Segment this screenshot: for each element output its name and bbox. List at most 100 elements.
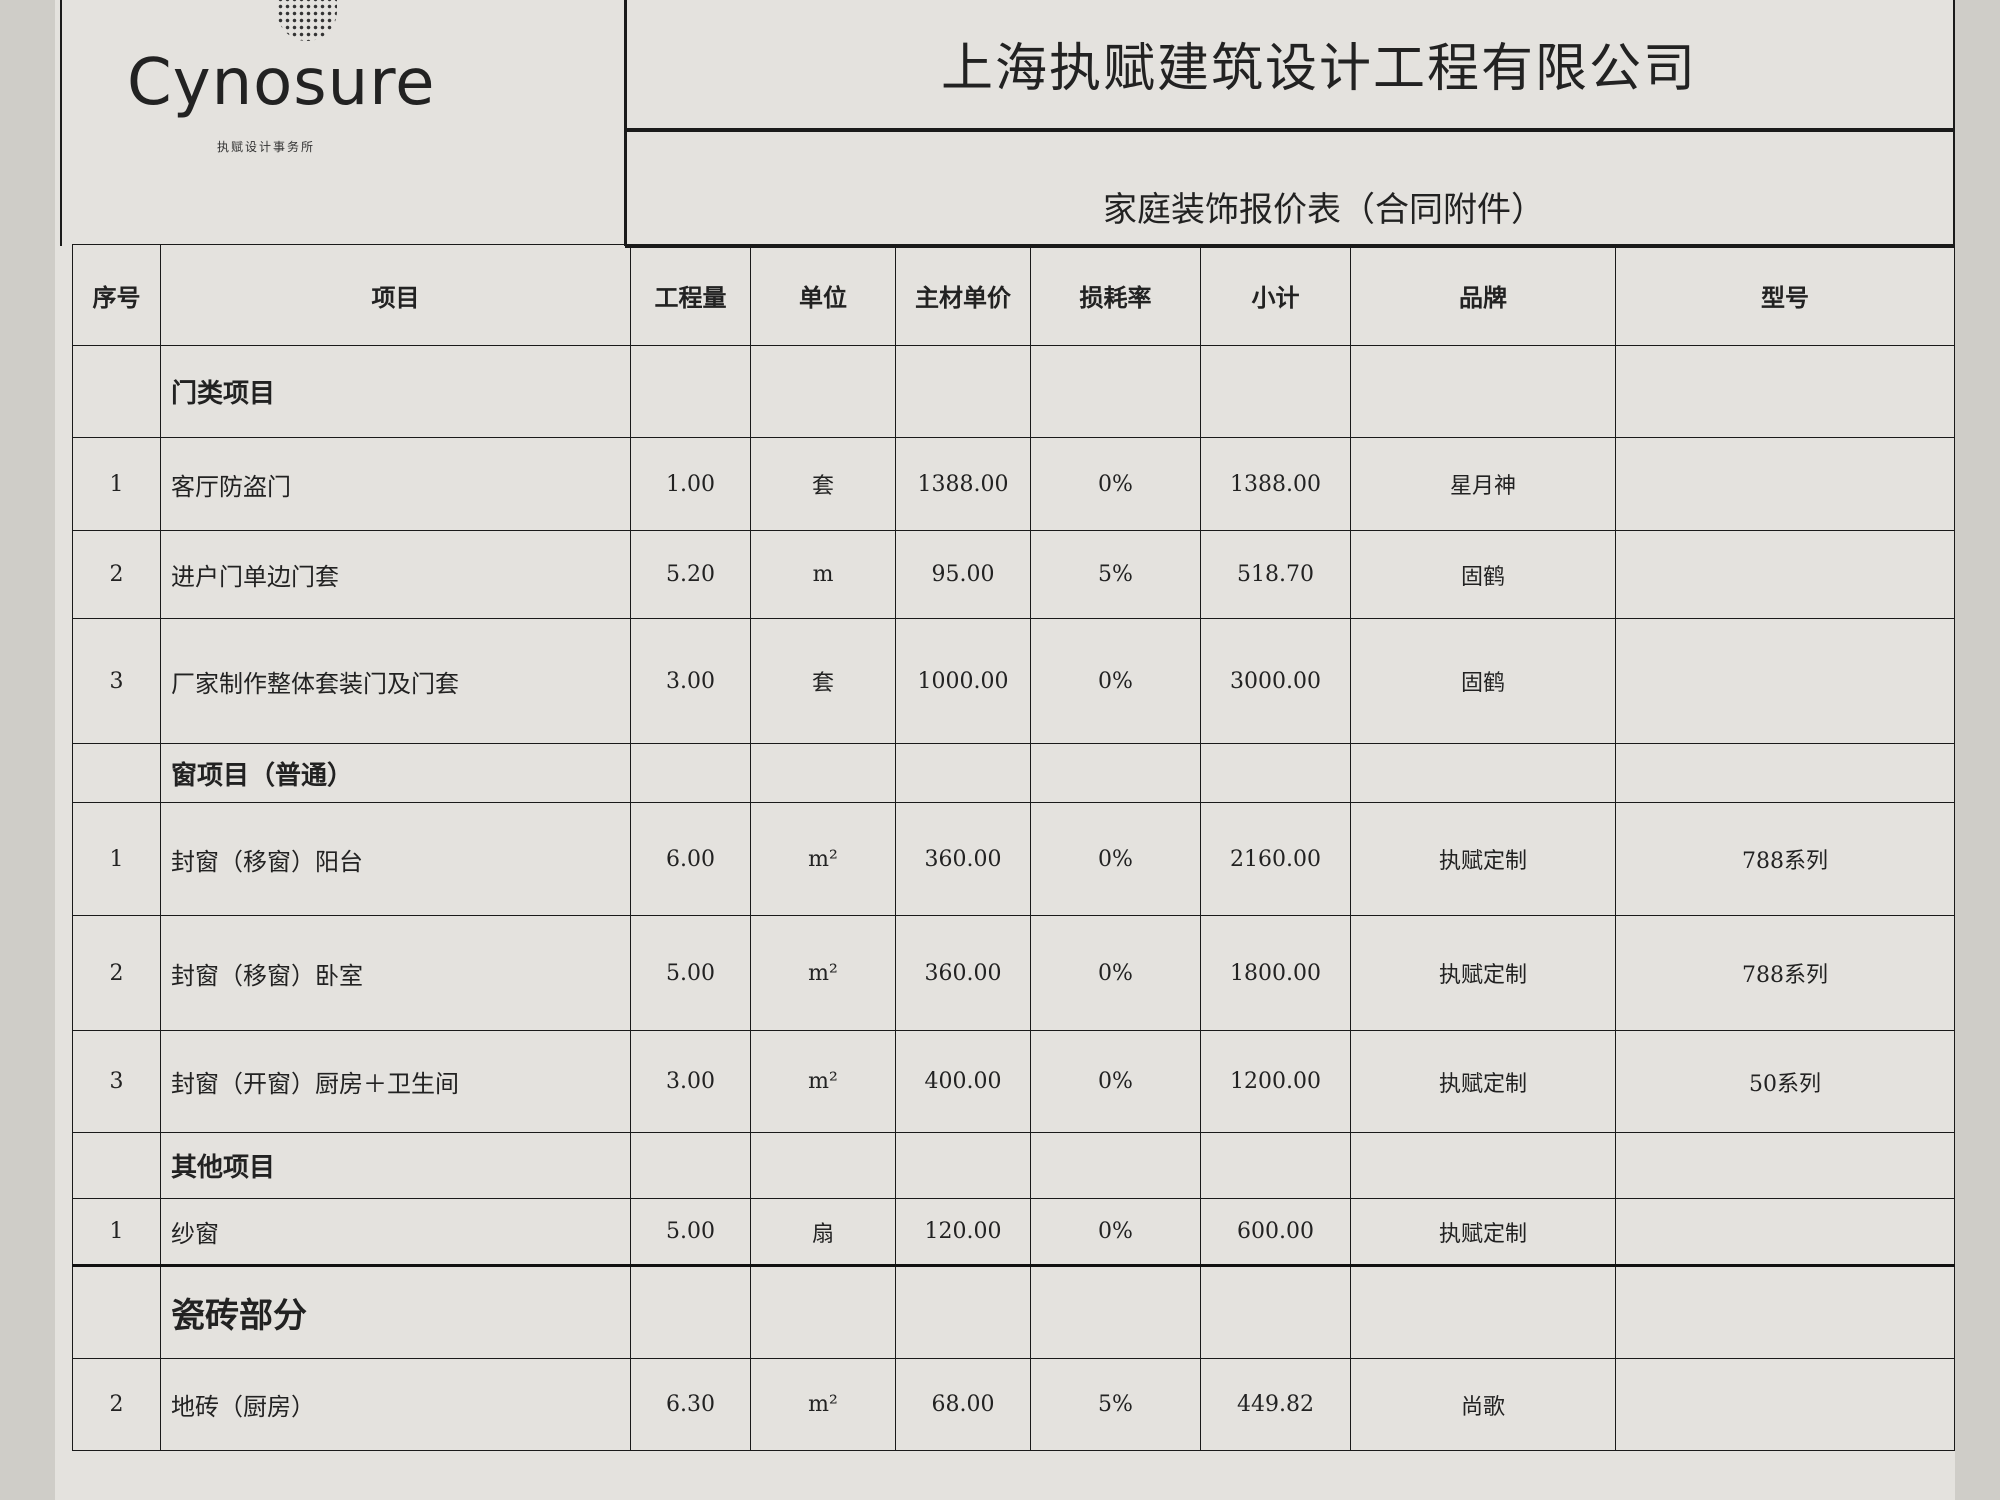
cell-loss: 0% [1030, 618, 1201, 744]
cell-loss: 0% [1030, 1030, 1201, 1133]
cell-unit: m² [750, 915, 896, 1031]
column-header-qty: 工程量 [630, 244, 751, 346]
cell-no: 2 [72, 1358, 161, 1451]
cell-loss: 5% [1030, 530, 1201, 619]
cell-brand: 执赋定制 [1350, 1198, 1616, 1266]
cell-item: 封窗（开窗）厨房＋卫生间 [160, 1030, 631, 1133]
cell-brand: 尚歌 [1350, 1358, 1616, 1451]
cell-no: 1 [72, 802, 161, 916]
cell-brand: 执赋定制 [1350, 915, 1616, 1031]
empty-cell [630, 743, 751, 803]
empty-cell [630, 1264, 751, 1359]
empty-cell [1200, 743, 1351, 803]
logo-subtitle: 执赋设计事务所 [217, 140, 316, 154]
cell-unit: m² [750, 802, 896, 916]
cell-item: 客厅防盗门 [160, 437, 631, 531]
empty-cell [1350, 1264, 1616, 1359]
cell-price: 95.00 [895, 530, 1031, 619]
empty-cell [1030, 1132, 1201, 1199]
empty-cell [750, 345, 896, 438]
empty-cell [630, 345, 751, 438]
table-row: 2 进户门单边门套 5.20 m 95.00 5% 518.70 固鹤 [72, 530, 1955, 619]
column-header-unit: 单位 [750, 244, 896, 346]
cell-loss: 5% [1030, 1358, 1201, 1451]
empty-cell [72, 743, 161, 803]
column-header-subtotal: 小计 [1200, 244, 1351, 346]
cell-price: 360.00 [895, 802, 1031, 916]
cell-subtotal: 1800.00 [1200, 915, 1351, 1031]
cell-model: 788系列 [1615, 915, 1955, 1031]
empty-cell [750, 743, 896, 803]
logo-brand: Cynosure [127, 46, 436, 120]
cell-price: 120.00 [895, 1198, 1031, 1266]
cell-no: 1 [72, 1198, 161, 1266]
table-row: 3 厂家制作整体套装门及门套 3.00 套 1000.00 0% 3000.00 固鹤 [72, 618, 1955, 744]
empty-cell [630, 1132, 751, 1199]
cell-qty: 3.00 [630, 1030, 751, 1133]
section-title: 其他项目 [160, 1132, 631, 1199]
cell-brand: 固鹤 [1350, 618, 1616, 744]
cell-unit: 扇 [750, 1198, 896, 1266]
empty-cell [1615, 743, 1955, 803]
column-header-no: 序号 [72, 244, 161, 346]
cell-item: 纱窗 [160, 1198, 631, 1266]
cell-item: 厂家制作整体套装门及门套 [160, 618, 631, 744]
table-header: 序号 项目 工程量 单位 主材单价 损耗率 小计 品牌 型号 [72, 244, 1955, 346]
cell-no: 2 [72, 530, 161, 619]
logo-block: Cynosure 执赋设计事务所 [60, 0, 627, 246]
cell-unit: m² [750, 1030, 896, 1133]
doc-title-block: 家庭装饰报价表（合同附件） [625, 130, 1955, 248]
cell-brand: 星月神 [1350, 437, 1616, 531]
cell-model [1615, 530, 1955, 619]
cell-item: 封窗（移窗）卧室 [160, 915, 631, 1031]
empty-cell [1200, 345, 1351, 438]
cell-price: 1000.00 [895, 618, 1031, 744]
doc-title: 家庭装饰报价表（合同附件） [1103, 190, 1545, 230]
section-title: 门类项目 [160, 345, 631, 438]
cell-model: 50系列 [1615, 1030, 1955, 1133]
cell-qty: 5.00 [630, 1198, 751, 1266]
cell-qty: 1.00 [630, 437, 751, 531]
section-row: 窗项目（普通） [72, 743, 1955, 803]
empty-cell [895, 1264, 1031, 1359]
cell-unit: m [750, 530, 896, 619]
cell-subtotal: 600.00 [1200, 1198, 1351, 1266]
empty-cell [1350, 1132, 1616, 1199]
logo-dots-icon [277, 0, 337, 41]
table-row: 3 封窗（开窗）厨房＋卫生间 3.00 m² 400.00 0% 1200.00 执赋定制 50… [72, 1030, 1955, 1133]
cell-no: 3 [72, 1030, 161, 1133]
empty-cell [895, 345, 1031, 438]
section-row: 瓷砖部分 [72, 1264, 1955, 1359]
cell-model [1615, 1358, 1955, 1451]
cell-qty: 3.00 [630, 618, 751, 744]
section-row: 其他项目 [72, 1132, 1955, 1199]
empty-cell [895, 743, 1031, 803]
cell-price: 68.00 [895, 1358, 1031, 1451]
cell-price: 1388.00 [895, 437, 1031, 531]
empty-cell [1350, 345, 1616, 438]
cell-unit: m² [750, 1358, 896, 1451]
cell-model [1615, 437, 1955, 531]
cell-unit: 套 [750, 618, 896, 744]
cell-qty: 5.00 [630, 915, 751, 1031]
cell-brand: 执赋定制 [1350, 802, 1616, 916]
cell-loss: 0% [1030, 915, 1201, 1031]
empty-cell [1350, 743, 1616, 803]
empty-cell [1030, 1264, 1201, 1359]
cell-model [1615, 618, 1955, 744]
company-header: 上海执赋建筑设计工程有限公司 [625, 0, 1955, 132]
cell-subtotal: 1388.00 [1200, 437, 1351, 531]
cell-no: 1 [72, 437, 161, 531]
empty-cell [750, 1264, 896, 1359]
empty-cell [1030, 743, 1201, 803]
table-row: 1 封窗（移窗）阳台 6.00 m² 360.00 0% 2160.00 执赋定制 788系列 [72, 802, 1955, 916]
empty-cell [750, 1132, 896, 1199]
cell-qty: 5.20 [630, 530, 751, 619]
cell-subtotal: 449.82 [1200, 1358, 1351, 1451]
cell-loss: 0% [1030, 437, 1201, 531]
column-header-price: 主材单价 [895, 244, 1031, 346]
table-row: 2 地砖（厨房） 6.30 m² 68.00 5% 449.82 尚歌 [72, 1358, 1955, 1451]
cell-brand: 执赋定制 [1350, 1030, 1616, 1133]
column-header-brand: 品牌 [1350, 244, 1616, 346]
cell-item: 封窗（移窗）阳台 [160, 802, 631, 916]
